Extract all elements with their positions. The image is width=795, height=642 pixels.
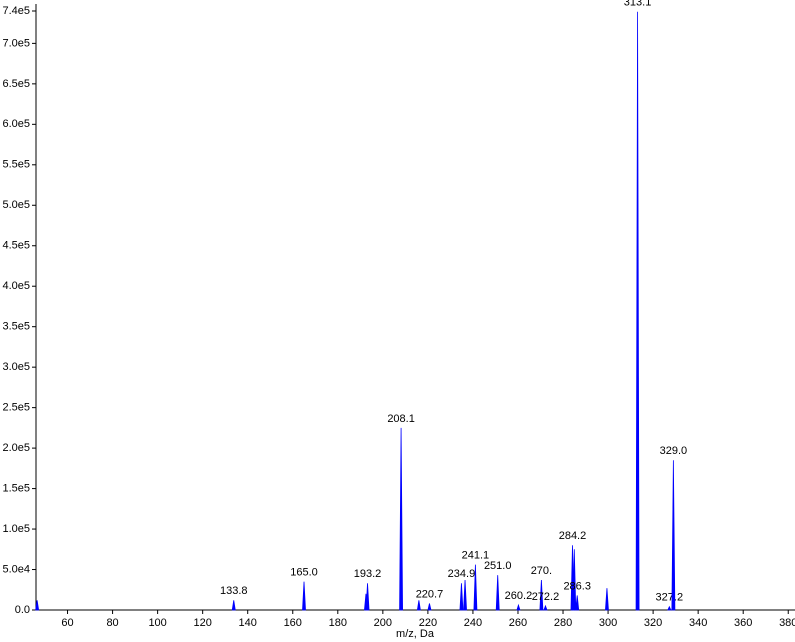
x-tick-label: 240 [464, 617, 482, 629]
peak [365, 583, 370, 611]
y-tick-label: 4.0e5 [2, 280, 30, 292]
peak [473, 564, 478, 611]
peak [516, 603, 521, 611]
y-tick-label: 7.0e5 [2, 37, 30, 49]
peak [605, 588, 609, 611]
y-tick-label: 5.5e5 [2, 159, 30, 171]
peak-label: 272.2 [532, 591, 560, 603]
peak-label: 260.2 [505, 590, 533, 602]
x-axis-label: m/z, Da [396, 628, 435, 640]
x-tick-label: 260 [509, 617, 527, 629]
peak [543, 604, 548, 611]
peak [427, 603, 432, 611]
x-tick-label: 140 [239, 617, 257, 629]
peak-label: 208.1 [387, 413, 415, 425]
y-tick-label: 1.5e5 [2, 482, 30, 494]
y-tick-label: 2.5e5 [2, 402, 30, 414]
peak-label: 284.2 [559, 530, 587, 542]
peak [539, 580, 544, 611]
y-tick-label: 3.5e5 [2, 321, 30, 333]
y-tick-label: 4.5e5 [2, 240, 30, 252]
y-tick-label: 5.0e4 [2, 563, 30, 575]
peak [231, 600, 236, 611]
peak-label: 241.1 [462, 550, 490, 562]
peak-label: 313.1 [624, 0, 652, 9]
peak [575, 595, 580, 611]
peak [572, 549, 577, 611]
peak-label: 133.8 [220, 585, 248, 597]
x-tick-label: 340 [689, 617, 707, 629]
x-tick-label: 300 [599, 617, 617, 629]
x-tick-label: 120 [193, 617, 211, 629]
peak [399, 427, 403, 611]
peak [459, 583, 464, 611]
x-tick-label: 160 [284, 617, 302, 629]
x-tick-label: 360 [734, 617, 752, 629]
peak [416, 600, 421, 611]
peak-label: 193.2 [354, 568, 382, 580]
peak [635, 11, 640, 611]
peak-label: 327.2 [656, 592, 684, 604]
x-tick-label: 60 [61, 617, 73, 629]
y-tick-label: 1.0e5 [2, 523, 30, 535]
y-tick-label: 2.0e5 [2, 442, 30, 454]
x-tick-label: 180 [329, 617, 347, 629]
y-tick-label: 6.0e5 [2, 118, 30, 130]
x-tick-label: 320 [644, 617, 662, 629]
peak [35, 600, 40, 611]
y-tick-label: 7.4e5 [2, 5, 30, 17]
x-tick-label: 220 [419, 617, 437, 629]
y-tick-label: 0.0 [15, 604, 30, 616]
y-tick-label: 5.0e5 [2, 199, 30, 211]
peak-label: 251.0 [484, 560, 512, 572]
x-tick-label: 280 [554, 617, 572, 629]
peak-label: 234.9 [448, 568, 476, 580]
x-tick-label: 200 [374, 617, 392, 629]
peak-label: 286.3 [563, 580, 591, 592]
peak [463, 580, 467, 611]
peak [302, 581, 306, 611]
peak [495, 575, 500, 611]
y-tick-label: 6.5e5 [2, 78, 30, 90]
y-tick-label: 3.0e5 [2, 361, 30, 373]
x-tick-label: 380 [779, 617, 795, 629]
peak-label: 270. [531, 565, 552, 577]
x-tick-label: 100 [148, 617, 166, 629]
peak-label: 220.7 [416, 588, 444, 600]
peak-label: 329.0 [660, 445, 688, 457]
peak [671, 460, 676, 611]
x-tick-label: 80 [106, 617, 118, 629]
peak-label: 165.0 [290, 567, 318, 579]
peak [667, 605, 672, 611]
